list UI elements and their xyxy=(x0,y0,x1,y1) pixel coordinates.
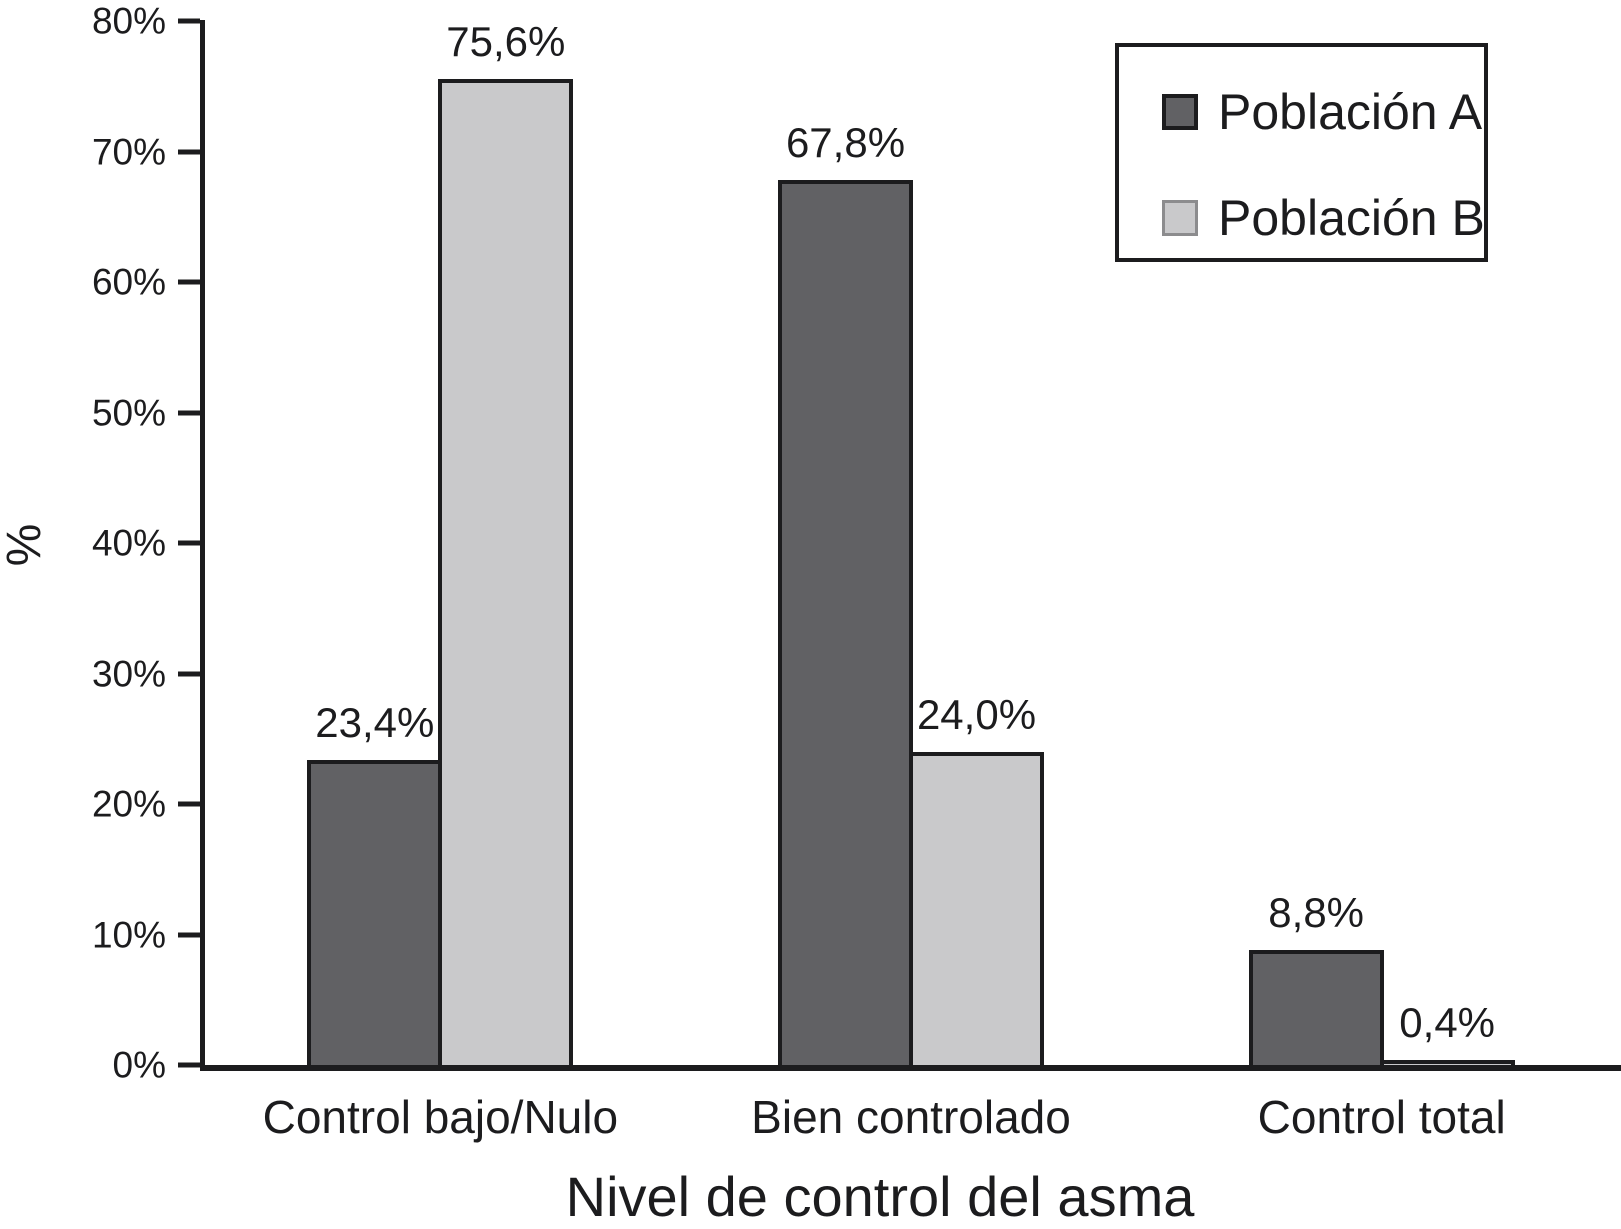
y-tick-label: 30% xyxy=(91,653,166,694)
bar-column: 75,6% xyxy=(438,18,574,1065)
bar-group: 23,4% 75,6% xyxy=(205,21,676,1065)
bar-poblacion-b xyxy=(1379,1059,1515,1065)
y-tick-label: 70% xyxy=(91,131,166,172)
bar-value-label: 23,4% xyxy=(315,698,435,746)
y-tick xyxy=(178,671,200,676)
y-tick-label: 20% xyxy=(91,783,166,825)
bar-poblacion-a xyxy=(1248,950,1384,1065)
bar-value-label: 8,8% xyxy=(1268,889,1365,937)
legend-item-poblacion-a: Población A xyxy=(1162,87,1484,137)
y-tick xyxy=(178,932,200,937)
y-tick-label: 60% xyxy=(91,261,166,303)
legend-swatch-poblacion-b xyxy=(1162,200,1198,236)
x-axis-line xyxy=(200,1065,1621,1071)
bar-value-label: 24,0% xyxy=(916,690,1037,738)
legend-label-poblacion-b: Población B xyxy=(1218,190,1485,246)
y-tick xyxy=(178,279,200,285)
y-axis-line xyxy=(200,20,205,1071)
bar-value-label: 67,8% xyxy=(785,119,906,167)
x-tick-labels: Control bajo/Nulo Bien controlado Control … xyxy=(205,1090,1617,1145)
bar-column: 8,8% xyxy=(1248,21,1384,1065)
bar-value-label: 75,6% xyxy=(446,18,566,65)
y-tick-label: 10% xyxy=(91,914,166,955)
y-tick-label: 0% xyxy=(112,1044,166,1086)
bar-poblacion-b xyxy=(438,79,574,1065)
bar-poblacion-a xyxy=(307,759,443,1065)
y-tick-label: 80% xyxy=(91,0,166,42)
y-tick xyxy=(178,149,200,154)
legend: Población A Población B xyxy=(1115,43,1488,262)
legend-item-poblacion-b: Población B xyxy=(1162,190,1485,246)
y-tick xyxy=(178,801,200,807)
bar-poblacion-a xyxy=(778,180,913,1065)
bar-column: 23,4% xyxy=(307,21,443,1065)
bar-groups: 23,4% 75,6% 67,8% 24,0% 8,8% 0,4% xyxy=(205,21,1617,1065)
plot-area: 23,4% 75,6% 67,8% 24,0% 8,8% 0,4% 0% 10% 20% 30%… xyxy=(92,3,1621,1084)
legend-swatch-poblacion-a xyxy=(1162,94,1198,130)
y-tick-label: 40% xyxy=(91,522,166,564)
bar-column: 24,0% xyxy=(909,21,1044,1065)
bar-group: 67,8% 24,0% xyxy=(676,21,1147,1065)
x-axis-title: Nivel de control del asma xyxy=(565,1165,1195,1228)
bar-value-label: 0,4% xyxy=(1399,998,1496,1046)
y-tick-label: 50% xyxy=(91,392,166,433)
bar-poblacion-b xyxy=(909,751,1044,1065)
y-axis-title: % xyxy=(0,523,51,567)
y-tick xyxy=(178,410,200,415)
x-tick-label: Control bajo/Nulo xyxy=(262,1091,619,1143)
y-tick xyxy=(178,18,200,24)
y-tick xyxy=(178,1062,200,1068)
bar-group: 8,8% 0,4% xyxy=(1146,21,1617,1065)
x-tick-label: Control total xyxy=(1257,1091,1506,1143)
x-tick-label: Bien controlado xyxy=(751,1091,1071,1143)
y-tick xyxy=(178,540,200,546)
legend-label-poblacion-a: Población A xyxy=(1218,84,1483,140)
bar-column: 0,4% xyxy=(1379,21,1515,1065)
bar-column: 67,8% xyxy=(778,21,913,1065)
